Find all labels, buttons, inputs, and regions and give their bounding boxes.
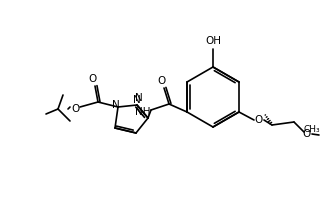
- Text: O: O: [255, 115, 263, 125]
- Text: O: O: [88, 74, 96, 84]
- Text: O: O: [71, 104, 79, 114]
- Text: NH: NH: [135, 107, 151, 117]
- Text: N: N: [112, 100, 120, 110]
- Text: O: O: [303, 129, 311, 139]
- Text: OH: OH: [205, 36, 221, 46]
- Text: CH₃: CH₃: [304, 126, 320, 134]
- Text: N: N: [133, 95, 141, 105]
- Text: N: N: [135, 93, 143, 103]
- Text: O: O: [157, 76, 165, 86]
